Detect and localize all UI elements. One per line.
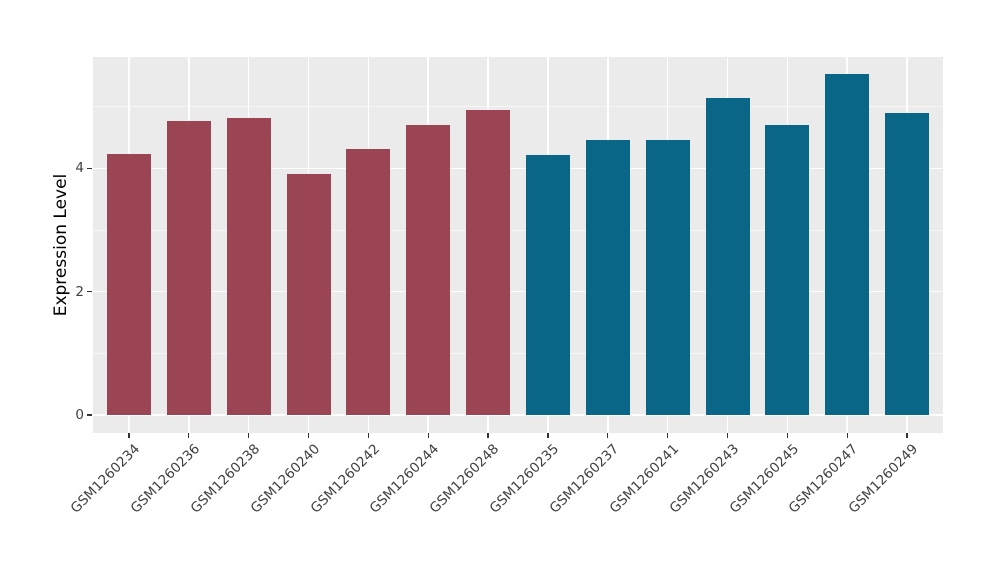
- bar-GSM1260236: [166, 120, 211, 415]
- x-axis-tick-GSM1260240: [307, 433, 310, 438]
- x-axis-tick-GSM1260235: [547, 433, 549, 438]
- x-axis-tick-GSM1260236: [188, 433, 190, 438]
- bar-GSM1260245: [765, 125, 810, 415]
- y-axis-tick-label-0: 0: [75, 407, 84, 423]
- x-axis-tick-GSM1260241: [666, 433, 669, 438]
- x-axis-tick-GSM1260244: [427, 433, 429, 438]
- bar-GSM1260237: [585, 140, 630, 415]
- major-gridline-y0: [93, 414, 943, 416]
- bar-GSM1260238: [226, 117, 271, 415]
- y-axis-tick-label-2: 2: [75, 283, 84, 300]
- y-axis-tick-label-4: 4: [75, 160, 84, 177]
- bar-GSM1260234: [106, 153, 151, 415]
- x-axis-tick-GSM1260248: [487, 433, 489, 438]
- major-gridline-y2: [93, 290, 943, 293]
- minor-gridline-y3: [93, 229, 943, 231]
- minor-gridline-y5: [93, 106, 943, 108]
- bar-GSM1260244: [406, 125, 451, 415]
- bar-GSM1260240: [286, 173, 331, 415]
- x-axis-tick-GSM1260234: [128, 433, 130, 438]
- y-axis-tick-2: [87, 291, 92, 293]
- x-axis-tick-GSM1260242: [367, 433, 369, 438]
- x-axis-tick-GSM1260247: [846, 433, 848, 438]
- minor-gridline-y1: [93, 352, 943, 354]
- y-axis-tick-4: [87, 167, 92, 170]
- y-axis-tick-0: [87, 414, 92, 416]
- major-gridline-y4: [93, 167, 943, 170]
- bar-GSM1260242: [346, 149, 391, 415]
- plot-area: [93, 57, 943, 433]
- bar-GSM1260249: [885, 112, 930, 415]
- x-axis-tick-GSM1260237: [607, 433, 609, 438]
- x-axis-tick-GSM1260243: [726, 433, 729, 438]
- bar-GSM1260248: [466, 109, 511, 415]
- bar-GSM1260235: [525, 154, 570, 415]
- bar-GSM1260247: [825, 74, 870, 415]
- x-axis-tick-GSM1260249: [906, 433, 908, 438]
- bar-GSM1260241: [645, 140, 690, 415]
- x-axis-tick-GSM1260245: [786, 433, 788, 438]
- bar-GSM1260243: [705, 98, 750, 415]
- x-axis-tick-GSM1260238: [247, 433, 250, 438]
